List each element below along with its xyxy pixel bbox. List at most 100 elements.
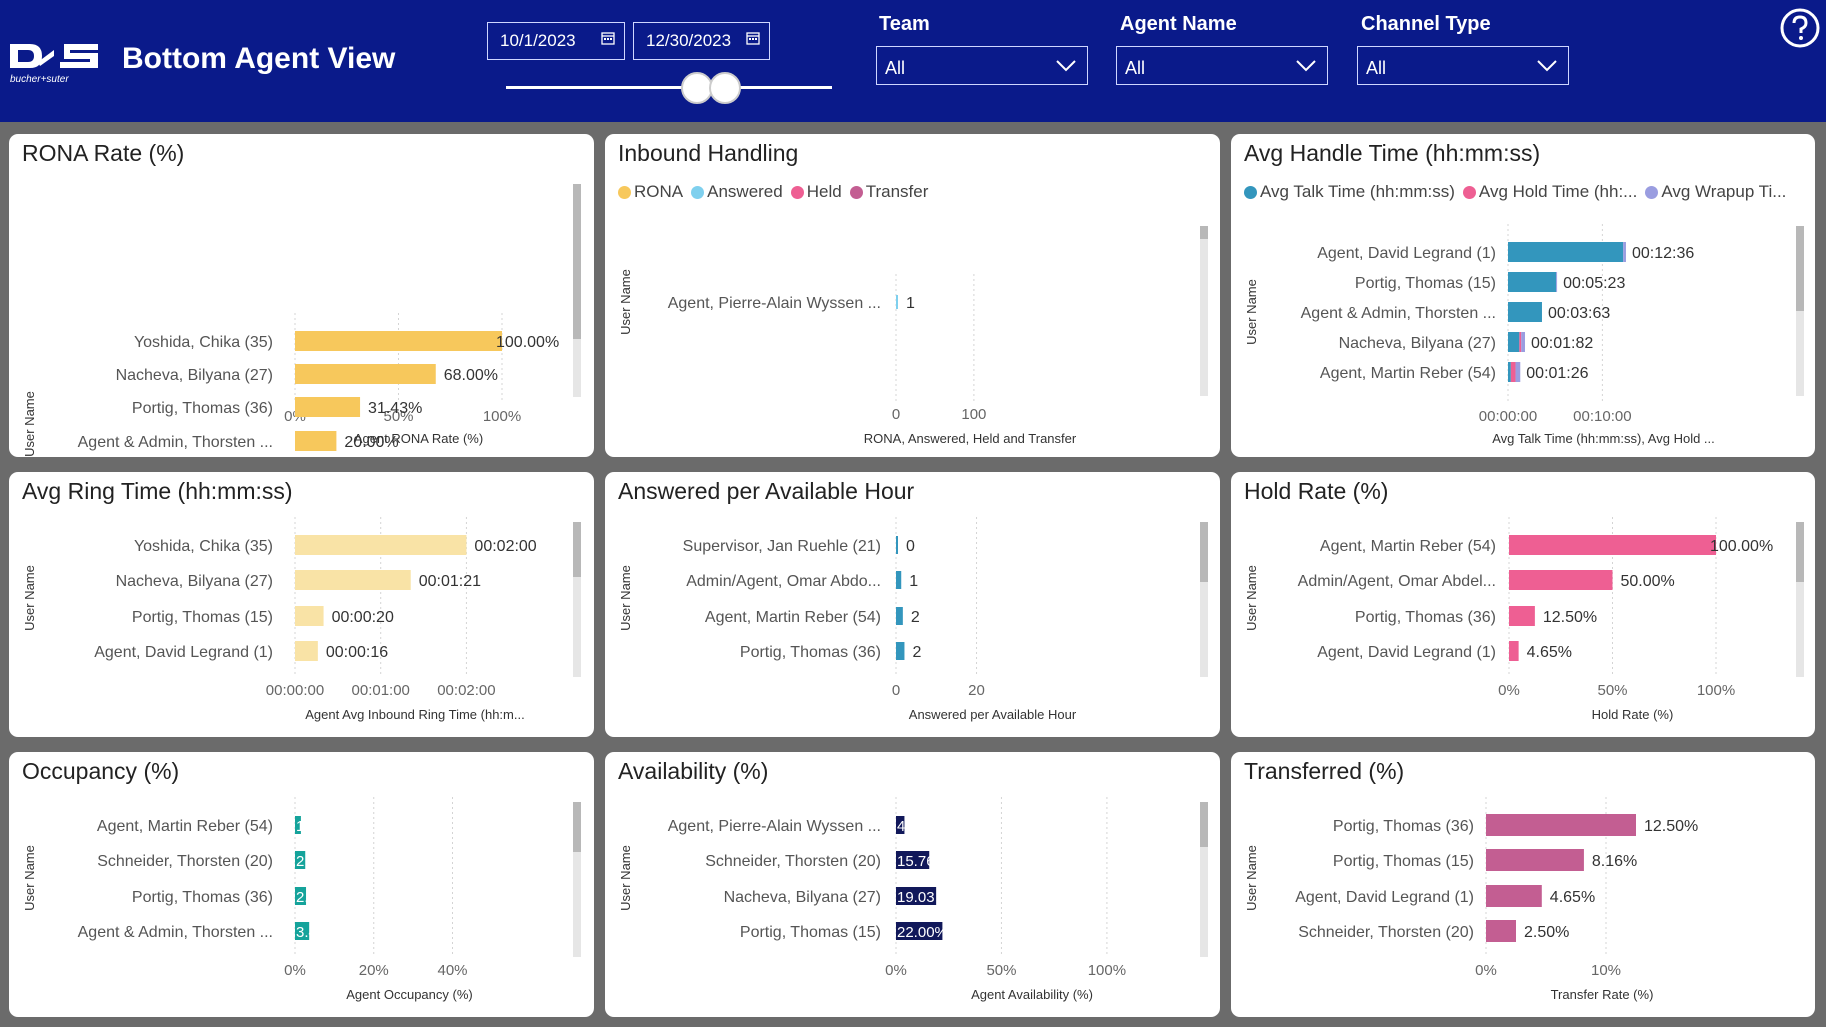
bar[interactable] [896,295,898,309]
bar[interactable] [1510,362,1516,382]
bar[interactable] [896,607,903,625]
scrollbar[interactable] [1200,226,1208,396]
scrollbar-thumb[interactable] [573,184,581,339]
availability-panel[interactable]: Availability (%) 0% 50% 100% Agent Availabil… [605,752,1220,1017]
agent-filter-dropdown[interactable]: All [1116,46,1328,85]
scrollbar-thumb[interactable] [1200,226,1208,239]
scrollbar-thumb[interactable] [573,802,581,852]
transferred-panel[interactable]: Transferred (%) 0% 10% Transfer Rate (%) Use… [1231,752,1815,1017]
hold-panel[interactable]: Hold Rate (%) 0% 50% 100% Hold Rate (%) User … [1231,472,1815,737]
scrollbar[interactable] [573,522,581,677]
bar[interactable] [1509,606,1535,626]
scrollbar[interactable] [573,802,581,957]
answered-panel[interactable]: Answered per Available Hour 0 20 Answered p… [605,472,1220,737]
bar[interactable] [1509,535,1716,555]
legend-item[interactable]: Transfer [849,182,928,202]
data-label: 31.43% [368,400,422,417]
occupancy-panel[interactable]: Occupancy (%) 0% 20% 40% Agent Occupancy (%)… [9,752,594,1017]
team-filter-label: Team [879,13,930,35]
bar[interactable] [1623,242,1626,262]
bar[interactable] [1486,814,1636,836]
legend-item[interactable]: Avg Talk Time (hh:mm:ss) [1244,182,1455,202]
legend-item[interactable]: Avg Hold Time (hh:... [1462,182,1637,202]
scrollbar-thumb[interactable] [1200,522,1208,582]
bar[interactable] [896,851,930,869]
channel-filter-value: All [1366,58,1387,78]
scrollbar[interactable] [1796,226,1804,396]
scrollbar[interactable] [573,184,581,397]
rona-panel[interactable]: RONA Rate (%)0%50%100%Agent RONA Rate (%… [9,134,594,457]
bar[interactable] [1515,362,1521,382]
bar[interactable] [1509,641,1519,661]
scrollbar[interactable] [1796,522,1804,677]
data-label: 2.50% [1524,924,1569,941]
bar[interactable] [1521,332,1525,352]
bar[interactable] [1519,332,1522,352]
bar[interactable] [896,887,937,905]
date-range-slider[interactable] [506,86,832,89]
bar[interactable] [295,431,337,451]
team-filter-dropdown[interactable]: All [876,46,1088,85]
slider-start-handle[interactable] [681,72,713,104]
bar[interactable] [295,570,411,590]
scrollbar-thumb[interactable] [1796,226,1804,311]
bar[interactable] [1486,920,1516,942]
bar[interactable] [896,922,943,940]
bar[interactable] [1556,272,1558,292]
bar[interactable] [1508,362,1511,382]
legend-item[interactable]: Answered [691,182,783,202]
bar[interactable] [896,536,898,554]
end-date-picker[interactable]: 12/30/2023 [633,22,770,60]
bar[interactable] [1508,242,1624,262]
bar[interactable] [1486,885,1542,907]
ring-panel[interactable]: Avg Ring Time (hh:mm:ss) 00:00:00 00:01:00… [9,472,594,737]
scrollbar-thumb[interactable] [573,522,581,577]
bar[interactable] [1508,302,1542,322]
data-label: 12.50% [1644,818,1698,835]
data-label: 50.00% [1621,573,1675,590]
bar[interactable] [896,816,905,834]
start-date-picker[interactable]: 10/1/2023 [487,22,625,60]
legend-item[interactable]: Avg Wrapup Ti... [1645,182,1786,202]
scrollbar-thumb[interactable] [1200,802,1208,847]
bar[interactable] [295,641,318,661]
legend-item[interactable]: Held [790,182,842,202]
y-axis-title: User Name [1244,845,1259,911]
bar[interactable] [1508,332,1520,352]
bar[interactable] [295,364,436,384]
data-label: 00:05:23 [1563,275,1625,292]
legend-label: RONA [634,182,684,201]
legend-dot-icon [691,185,705,199]
bar[interactable] [295,535,467,555]
x-tick-label: 0 [892,406,900,423]
bar[interactable] [1486,849,1584,871]
scrollbar[interactable] [1200,522,1208,677]
category-label: Portig, Thomas (15) [132,609,273,626]
availability-chart: 0% 50% 100% Agent Availability (%) User Name… [618,797,1126,1002]
bar[interactable] [295,606,324,626]
inbound-panel[interactable]: Inbound Handling RONA Answered Held Transfer… [605,134,1220,457]
bar[interactable] [1508,272,1557,292]
x-axis-title: Agent Availability (%) [971,987,1093,1002]
bar[interactable] [295,851,306,869]
bar[interactable] [295,816,301,834]
slider-end-handle[interactable] [709,72,741,104]
category-label: Nacheva, Bilyana (27) [116,367,273,384]
bar[interactable] [295,397,361,417]
bar[interactable] [896,642,905,660]
bar[interactable] [1509,570,1613,590]
bar[interactable] [896,571,902,589]
channel-filter-dropdown[interactable]: All [1357,46,1569,85]
start-date-value: 10/1/2023 [500,31,576,50]
bar[interactable] [295,331,502,351]
scrollbar[interactable] [1200,802,1208,957]
bar[interactable] [295,922,310,940]
bar[interactable] [295,887,307,905]
x-tick-label: 100% [483,408,521,425]
legend-item[interactable]: RONA [618,182,683,202]
y-axis-title: User Name [618,845,633,911]
category-label: Yoshida, Chika (35) [134,538,273,555]
help-icon[interactable] [1779,7,1821,49]
scrollbar-thumb[interactable] [1796,522,1804,582]
aht-panel[interactable]: Avg Handle Time (hh:mm:ss) Avg Talk Time … [1231,134,1815,457]
